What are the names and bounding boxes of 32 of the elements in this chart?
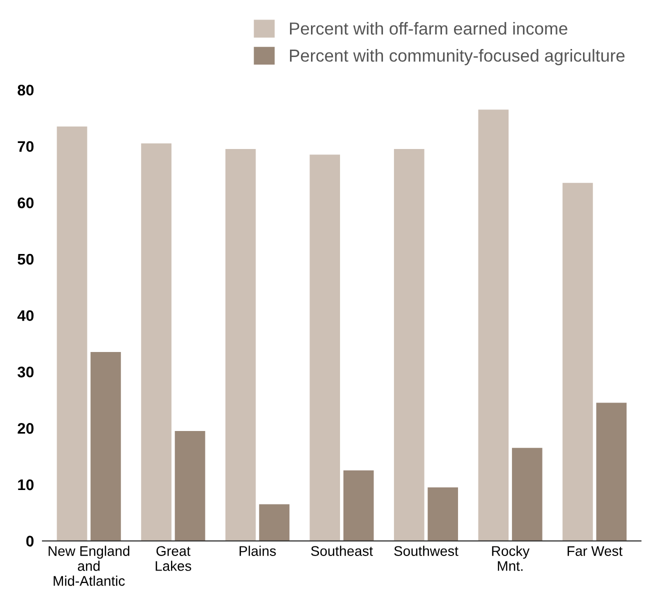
y-tick-label: 80 [18,84,34,96]
bar [141,143,172,541]
bar [428,487,458,541]
bar [343,470,374,541]
y-tick-label: 60 [18,197,34,208]
bar [174,430,206,541]
y-tick-label: 50 [18,254,34,265]
y-tick-label: 40 [17,310,34,322]
bar [225,149,256,541]
x-tick-label: Rocky Mnt. [492,546,530,571]
y-tick-label: 0 [26,536,34,547]
bar [56,126,88,541]
bar [90,352,121,541]
bar [596,402,627,541]
legend-label: Percent with community-focused agriculture [290,49,625,66]
bar [259,504,290,541]
y-tick-label: 10 [18,479,34,490]
x-tick-label: Plains [240,546,276,556]
bar [512,448,542,541]
x-tick-label: Great Lakes [156,546,192,571]
y-tick-label: 30 [18,366,34,378]
bar [394,149,424,541]
x-tick-label: Southwest [394,546,458,556]
y-tick-label: 70 [18,141,34,152]
bar [310,154,340,541]
legend-label: Percent with off-farm earned income [290,22,568,35]
y-tick-label: 20 [18,423,34,434]
bar [478,110,509,541]
x-tick-label: New England and Mid-Atlantic [48,546,130,586]
x-tick-label: Southeast [311,546,373,556]
x-tick-label: Far West [568,546,623,556]
bar [562,182,593,541]
